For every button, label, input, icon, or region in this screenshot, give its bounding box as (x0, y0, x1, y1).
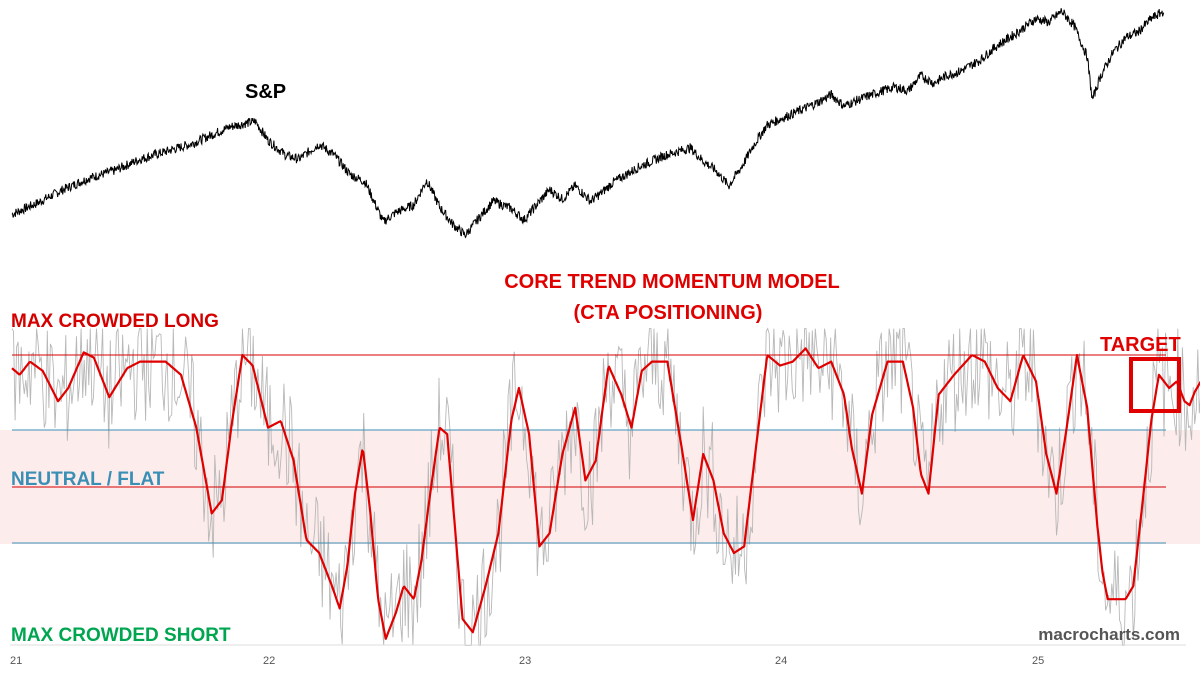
raw-signal-series (11, 327, 1200, 646)
chart-subtitle: (CTA POSITIONING) (574, 302, 763, 324)
target-label: TARGET (1100, 334, 1181, 356)
x-tick-label: 24 (775, 655, 787, 667)
cta-positioning-line (11, 347, 1200, 640)
x-tick-label: 22 (263, 655, 275, 667)
raw-signal-line (11, 327, 1200, 646)
neutral-label: NEUTRAL / FLAT (11, 469, 165, 490)
chart-title: CORE TREND MOMENTUM MODEL (504, 271, 840, 293)
target-box (1129, 357, 1181, 413)
x-tick-label: 25 (1032, 655, 1044, 667)
x-tick-label: 23 (519, 655, 531, 667)
x-tick-label: 21 (10, 655, 22, 667)
max-long-label: MAX CROWDED LONG (11, 311, 219, 332)
max-short-label: MAX CROWDED SHORT (11, 625, 231, 646)
sp500-line (11, 8, 1165, 239)
watermark: macrocharts.com (1038, 625, 1180, 644)
sp-label: S&P (245, 81, 286, 103)
